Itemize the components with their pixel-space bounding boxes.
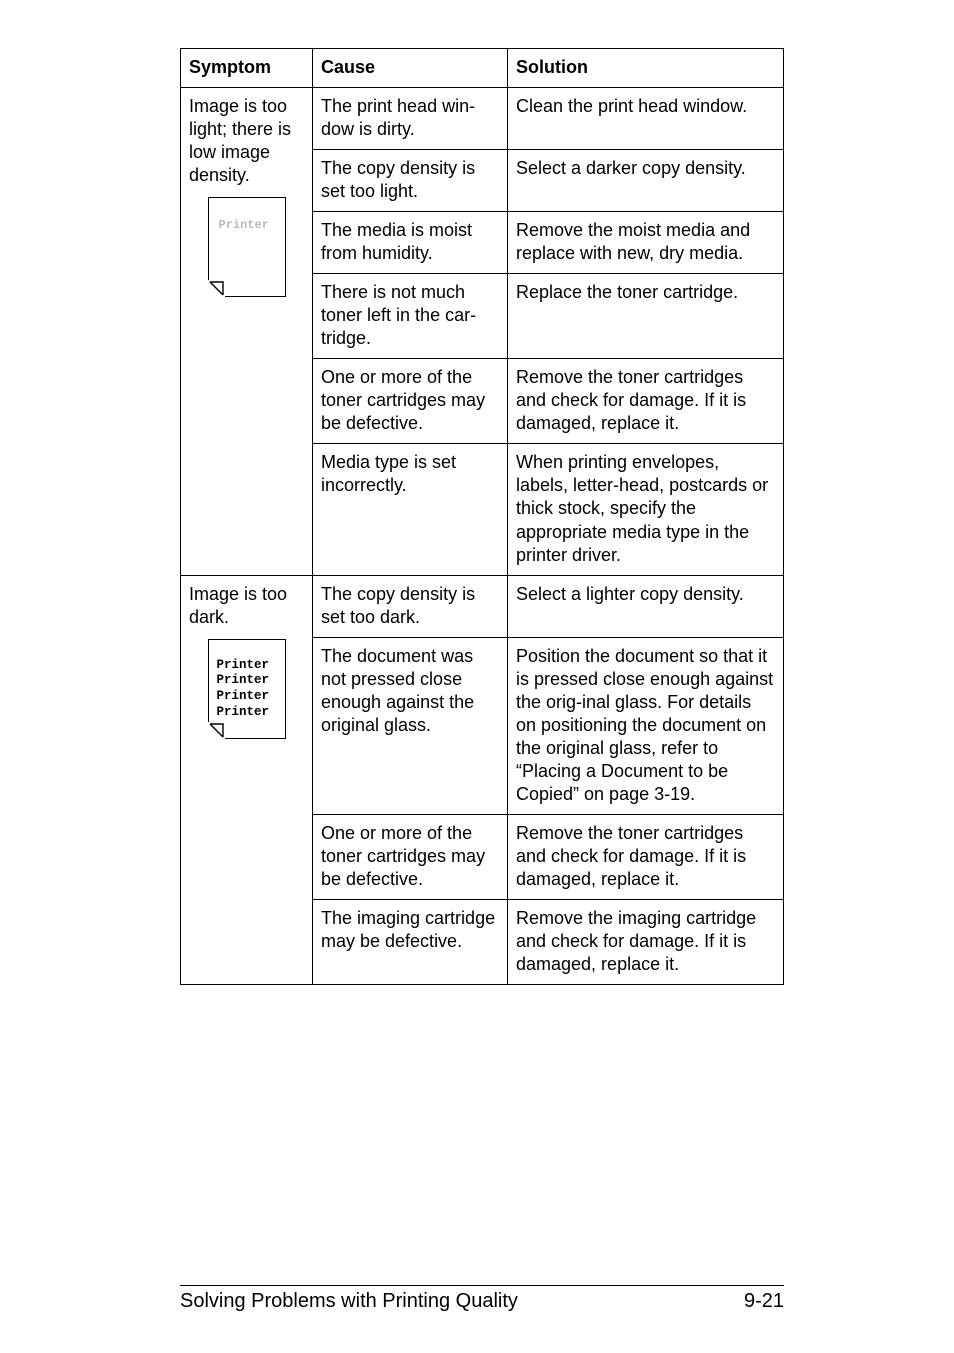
solution-1-6: When printing envelopes, labels, letter-… — [508, 444, 784, 575]
cause-1-6: Media type is set incorrectly. — [313, 444, 508, 575]
symptom-dark-text: Image is too dark. — [189, 584, 287, 627]
cause-1-3: The media is moist from humidity. — [313, 212, 508, 274]
header-cause: Cause — [313, 49, 508, 88]
symptom-dark: Image is too dark. Printer Printer Print… — [181, 575, 313, 984]
cause-1-2: The copy density is set too light. — [313, 150, 508, 212]
cause-1-1: The print head win-dow is dirty. — [313, 88, 508, 150]
cause-2-3: One or more of the toner cartridges may … — [313, 814, 508, 899]
header-solution: Solution — [508, 49, 784, 88]
footer-page-number: 9-21 — [744, 1290, 784, 1313]
dark-page-icon: Printer Printer Printer Printer — [189, 639, 304, 739]
solution-2-3: Remove the toner cartridges and check fo… — [508, 814, 784, 899]
faint-printer-text: Printer — [219, 218, 269, 233]
cause-2-4: The imaging cartridge may be defective. — [313, 899, 508, 984]
cause-2-1: The copy density is set too dark. — [313, 575, 508, 637]
cause-1-5: One or more of the toner cartridges may … — [313, 359, 508, 444]
page-fold-icon — [209, 278, 227, 296]
light-page-icon: Printer — [189, 197, 304, 297]
bold-printer-text: Printer Printer Printer Printer — [217, 658, 270, 721]
solution-2-1: Select a lighter copy density. — [508, 575, 784, 637]
header-symptom: Symptom — [181, 49, 313, 88]
troubleshooting-table: Symptom Cause Solution Image is too ligh… — [180, 48, 784, 985]
cause-1-4: There is not much toner left in the car-… — [313, 274, 508, 359]
solution-2-2: Position the document so that it is pres… — [508, 637, 784, 814]
symptom-light-text: Image is too light; there is low image d… — [189, 96, 291, 185]
solution-1-4: Replace the toner cartridge. — [508, 274, 784, 359]
symptom-light: Image is too light; there is low image d… — [181, 88, 313, 576]
solution-1-1: Clean the print head window. — [508, 88, 784, 150]
page-fold-icon — [209, 720, 227, 738]
solution-1-5: Remove the toner cartridges and check fo… — [508, 359, 784, 444]
footer-title: Solving Problems with Printing Quality — [180, 1290, 518, 1313]
solution-2-4: Remove the imaging cartridge and check f… — [508, 899, 784, 984]
page-footer: Solving Problems with Printing Quality 9… — [180, 1285, 784, 1313]
solution-1-3: Remove the moist media and replace with … — [508, 212, 784, 274]
solution-1-2: Select a darker copy density. — [508, 150, 784, 212]
cause-2-2: The document was not pressed close enoug… — [313, 637, 508, 814]
